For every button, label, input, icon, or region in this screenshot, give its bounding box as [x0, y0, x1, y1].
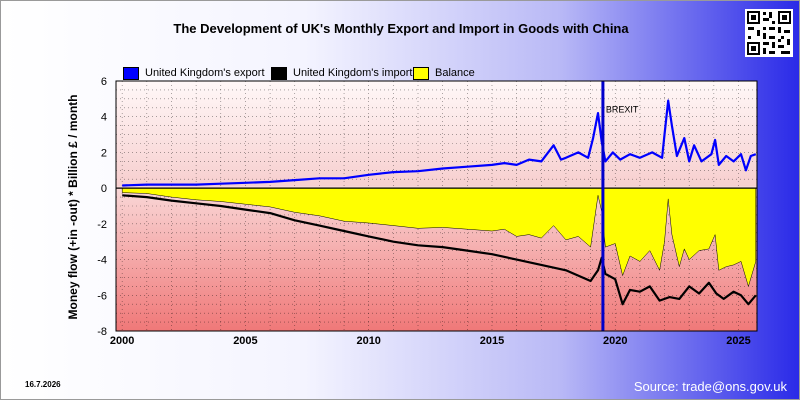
y-tick-label: -2	[97, 219, 107, 231]
y-tick-label: 0	[101, 183, 107, 195]
legend-label-export: United Kingdom's export	[145, 67, 265, 79]
y-tick-label: -8	[97, 326, 107, 338]
brexit-marker-label: BREXIT	[606, 104, 639, 114]
legend-swatch-import	[271, 66, 287, 80]
chart-title: The Development of UK's Monthly Export a…	[173, 21, 629, 36]
x-tick-label: 2025	[726, 335, 750, 347]
legend-export: United Kingdom's export	[123, 65, 265, 81]
balance-area	[121, 187, 757, 288]
import-line	[122, 194, 757, 306]
legend-balance: Balance	[413, 65, 475, 81]
source-label: Source: trade@ons.gov.uk	[633, 379, 787, 394]
legend-import: United Kingdom's import	[271, 65, 413, 81]
y-ticks: 6 4 2 0 -2 -4 -6 -8	[97, 76, 107, 338]
x-tick-label: 2010	[356, 335, 380, 347]
y-tick-label: -4	[97, 255, 107, 267]
y-axis-label: Money flow (+in -out) * Billion £ / mont…	[66, 94, 80, 320]
y-tick-label: 4	[101, 112, 107, 124]
x-tick-label: 2015	[480, 335, 504, 347]
balance-area-path	[121, 187, 757, 288]
qr-code-icon	[745, 9, 793, 57]
legend-label-balance: Balance	[435, 67, 475, 79]
x-tick-label: 2020	[603, 335, 627, 347]
legend-swatch-export	[123, 66, 139, 80]
date-label: 16.7.2026	[25, 380, 61, 389]
y-tick-label: 6	[101, 76, 107, 88]
x-tick-label: 2005	[233, 335, 257, 347]
series-lines	[122, 99, 757, 306]
legend-swatch-balance	[413, 66, 429, 80]
x-tick-label: 2000	[110, 335, 134, 347]
x-ticks: 2000 2005 2010 2015 2020 2025	[110, 335, 751, 347]
plot-border	[115, 80, 758, 332]
y-tick-label: 2	[101, 147, 107, 159]
legend-label-import: United Kingdom's import	[293, 67, 413, 79]
y-tick-label: -6	[97, 290, 107, 302]
export-line	[122, 99, 757, 187]
annotations: BREXIT	[601, 81, 639, 331]
